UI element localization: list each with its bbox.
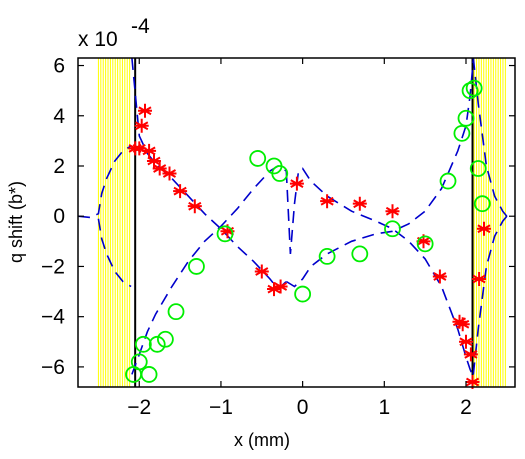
asterisk-point <box>416 234 431 249</box>
x-tick-label: −1 <box>209 396 233 419</box>
asterisk-point <box>162 166 177 181</box>
circle-point <box>439 172 457 190</box>
axis-ticks: −2 −1 0 1 2 6 4 2 0 −2 −4 −6 <box>41 55 515 419</box>
asterisk-point <box>458 334 473 349</box>
circle-point <box>461 82 479 100</box>
asterisk-point <box>432 269 447 284</box>
model-curve-0 <box>131 58 287 291</box>
multiplier-exponent: -4 <box>131 15 150 38</box>
circle-point <box>271 165 289 182</box>
circle-point <box>351 245 369 263</box>
boundary-lines <box>134 58 474 387</box>
circle-point <box>216 225 234 243</box>
shaded-region-0 <box>97 58 131 387</box>
y-tick-label: 2 <box>53 155 65 178</box>
series-asterisk <box>128 103 491 389</box>
asterisk-point <box>273 279 288 294</box>
x-tick-label: 2 <box>460 396 472 419</box>
multiplier-base: x 10 <box>78 28 118 51</box>
asterisk-point <box>134 118 149 133</box>
circle-point <box>148 335 166 353</box>
model-curve-1 <box>131 165 287 375</box>
asterisk-point <box>132 141 147 156</box>
circle-point <box>134 335 152 353</box>
model-curve-3 <box>285 60 475 288</box>
y-tick-label: 6 <box>53 55 65 78</box>
y-tick-label: 0 <box>53 205 65 228</box>
circle-point <box>318 248 336 265</box>
model-curve-5 <box>97 218 132 288</box>
asterisk-point <box>267 282 282 297</box>
circle-point <box>457 109 475 127</box>
model-curve-7 <box>472 215 508 375</box>
y-tick-label: −6 <box>41 356 65 379</box>
data-markers <box>125 79 491 389</box>
plot-area-frame <box>77 57 516 388</box>
y-axis-multiplier: x 10 -4 <box>78 15 150 51</box>
asterisk-point <box>320 194 335 209</box>
asterisk-point <box>220 224 235 239</box>
asterisk-point <box>187 199 202 214</box>
model-curve-4 <box>78 145 132 219</box>
circle-point <box>453 124 471 142</box>
circle-point <box>156 330 174 348</box>
asterisk-point <box>254 264 269 279</box>
asterisk-point <box>152 161 167 176</box>
x-tick-label: 0 <box>297 396 309 419</box>
y-tick-label: 4 <box>53 105 65 128</box>
x-tick-label: 1 <box>378 396 390 419</box>
circle-point <box>249 150 267 167</box>
model-curves <box>78 58 515 378</box>
x-axis-label: x (mm) <box>234 430 290 450</box>
asterisk-point <box>463 347 478 362</box>
circle-point <box>473 195 491 213</box>
circle-point <box>384 220 401 238</box>
asterisk-point <box>352 196 367 211</box>
circle-point <box>167 303 185 321</box>
y-tick-label: −4 <box>41 306 65 329</box>
shaded-regions <box>97 58 506 387</box>
asterisk-point <box>146 154 161 168</box>
circle-point <box>469 160 487 177</box>
asterisk-point <box>137 103 152 118</box>
asterisk-point <box>385 204 400 219</box>
shaded-region-1 <box>473 58 506 387</box>
y-tick-label: −2 <box>41 255 65 278</box>
asterisk-point <box>465 375 480 389</box>
x-tick-label: −2 <box>127 396 151 419</box>
circle-point <box>465 79 483 97</box>
asterisk-point <box>476 221 491 236</box>
circle-point <box>140 366 158 383</box>
asterisk-point <box>173 184 188 199</box>
circle-point <box>294 285 312 303</box>
asterisk-point <box>142 143 157 158</box>
y-axis-label: q shift (b*) <box>6 181 26 263</box>
asterisk-point <box>455 317 470 332</box>
asterisk-point <box>289 176 304 191</box>
circle-point <box>416 235 434 253</box>
asterisk-point <box>472 272 487 286</box>
circle-point <box>188 258 205 275</box>
circle-point <box>130 353 148 371</box>
series-circle <box>125 79 491 383</box>
